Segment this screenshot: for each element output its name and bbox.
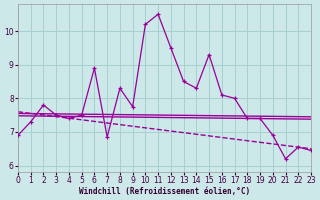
X-axis label: Windchill (Refroidissement éolien,°C): Windchill (Refroidissement éolien,°C) — [79, 187, 250, 196]
